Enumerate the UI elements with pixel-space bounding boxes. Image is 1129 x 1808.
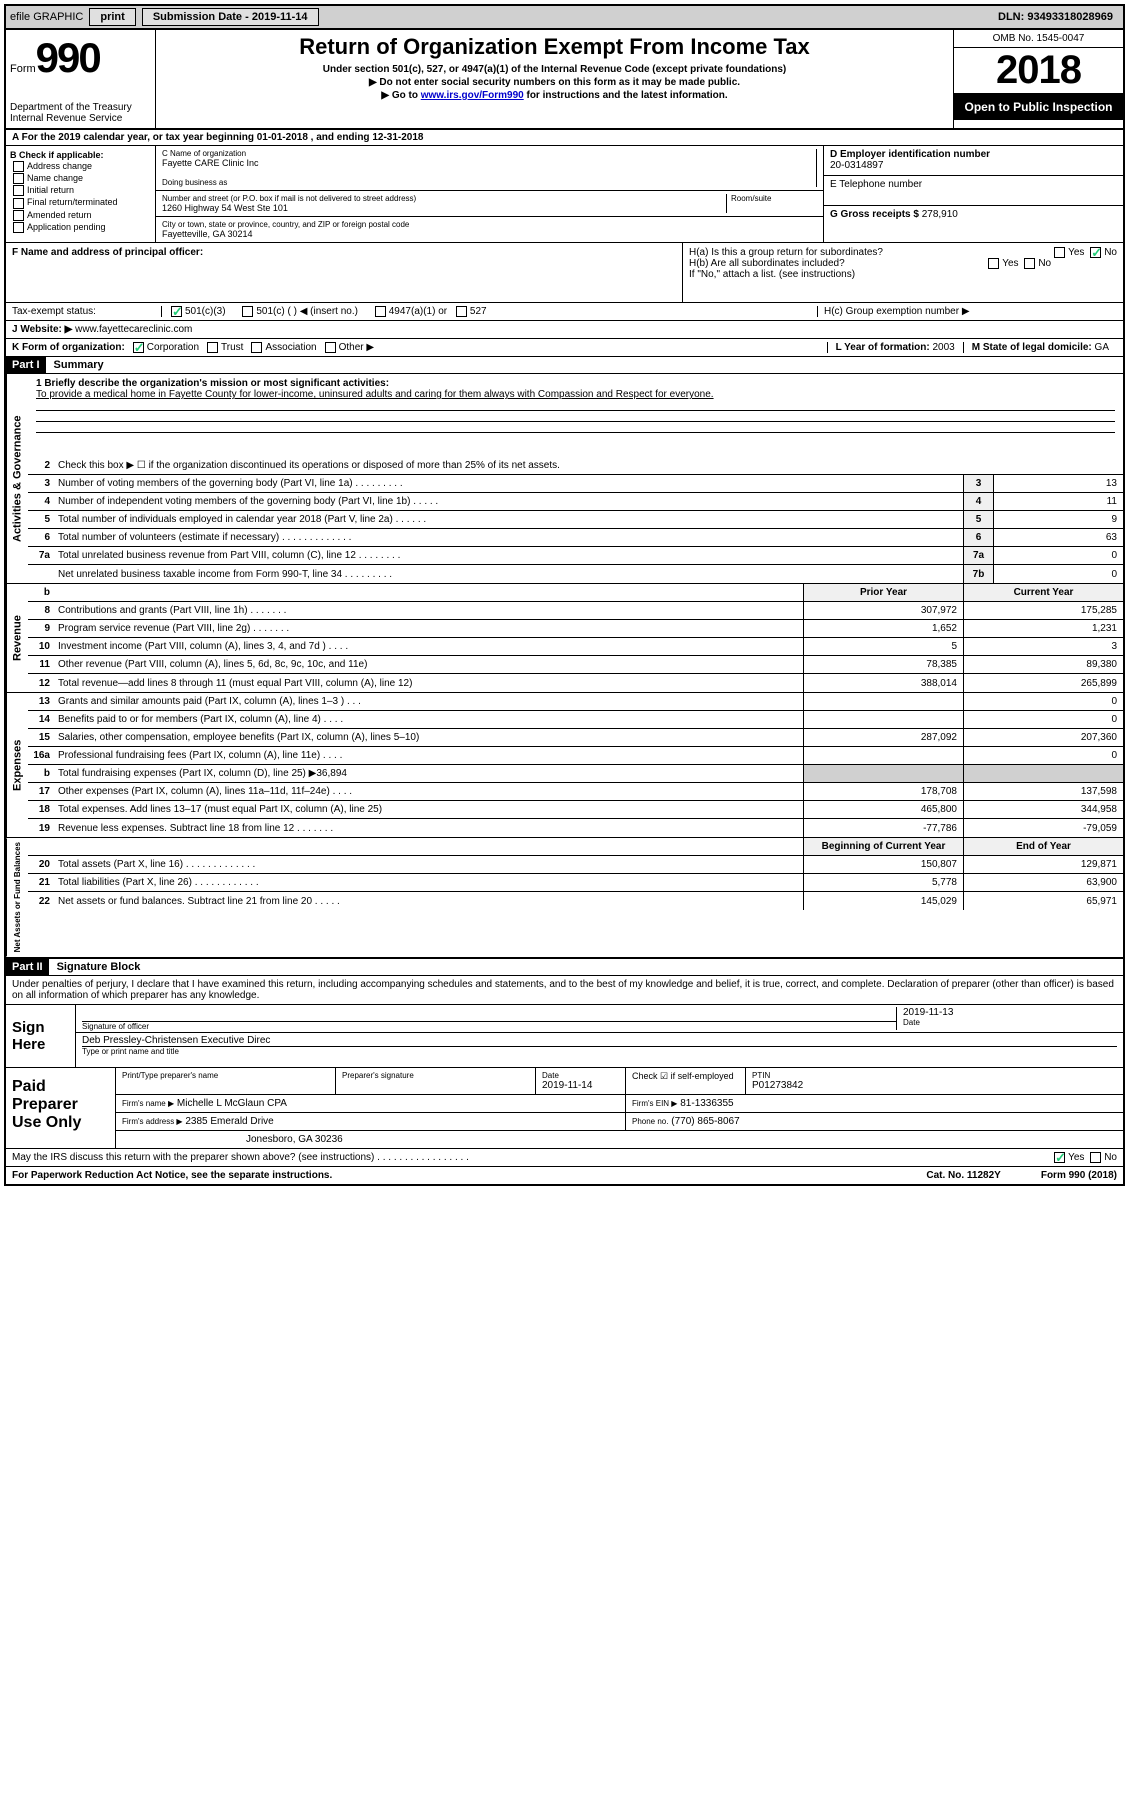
topbar: efile GRAPHIC print Submission Date - 20…: [6, 6, 1123, 30]
part1-badge: Part I: [6, 357, 46, 373]
table-row: 9Program service revenue (Part VIII, lin…: [28, 620, 1123, 638]
print-button[interactable]: print: [89, 8, 135, 26]
vlabel-rev: Revenue: [6, 584, 28, 692]
table-row: Net unrelated business taxable income fr…: [28, 565, 1123, 583]
table-row: 22Net assets or fund balances. Subtract …: [28, 892, 1123, 910]
part1-title: Summary: [46, 357, 112, 373]
vlabel-exp: Expenses: [6, 693, 28, 837]
discuss-row: May the IRS discuss this return with the…: [6, 1149, 1123, 1167]
section-f: F Name and address of principal officer:: [6, 243, 683, 302]
table-row: bTotal fundraising expenses (Part IX, co…: [28, 765, 1123, 783]
table-row: 17Other expenses (Part IX, column (A), l…: [28, 783, 1123, 801]
part2-badge: Part II: [6, 959, 49, 975]
vlabel-net: Net Assets or Fund Balances: [6, 838, 28, 956]
line-j: J Website: ▶ www.fayettecareclinic.com: [6, 321, 1123, 339]
header-right: OMB No. 1545-0047 2018 Open to Public In…: [953, 30, 1123, 128]
paid-preparer-label: Paid Preparer Use Only: [6, 1068, 116, 1148]
efile-label: efile GRAPHIC: [10, 11, 83, 23]
table-row: 21Total liabilities (Part X, line 26) . …: [28, 874, 1123, 892]
table-row: 8Contributions and grants (Part VIII, li…: [28, 602, 1123, 620]
table-row: 7aTotal unrelated business revenue from …: [28, 547, 1123, 565]
submission-date: Submission Date - 2019-11-14: [142, 8, 319, 26]
table-row: 18Total expenses. Add lines 13–17 (must …: [28, 801, 1123, 819]
dln: DLN: 93493318028969: [998, 11, 1113, 23]
header-title: Return of Organization Exempt From Incom…: [156, 30, 953, 128]
table-row: 5Total number of individuals employed in…: [28, 511, 1123, 529]
table-row: 3Number of voting members of the governi…: [28, 475, 1123, 493]
sign-here-label: Sign Here: [6, 1005, 76, 1067]
form990-link[interactable]: www.irs.gov/Form990: [421, 90, 524, 101]
section-d-e-g: D Employer identification number 20-0314…: [823, 146, 1123, 242]
mission-block: 1 Briefly describe the organization's mi…: [28, 374, 1123, 457]
table-row: 14Benefits paid to or for members (Part …: [28, 711, 1123, 729]
section-b: B Check if applicable: Address change Na…: [6, 146, 156, 242]
line-a: A For the 2019 calendar year, or tax yea…: [6, 130, 1123, 146]
table-row: 6Total number of volunteers (estimate if…: [28, 529, 1123, 547]
table-row: 20Total assets (Part X, line 16) . . . .…: [28, 856, 1123, 874]
line-k-l-m: K Form of organization: Corporation Trus…: [6, 339, 1123, 357]
declaration: Under penalties of perjury, I declare th…: [6, 976, 1123, 1004]
table-row: 15Salaries, other compensation, employee…: [28, 729, 1123, 747]
section-h: H(a) Is this a group return for subordin…: [683, 243, 1123, 302]
table-row: 4Number of independent voting members of…: [28, 493, 1123, 511]
tax-exempt-row: Tax-exempt status: 501(c)(3) 501(c) ( ) …: [6, 303, 1123, 321]
table-row: 10Investment income (Part VIII, column (…: [28, 638, 1123, 656]
table-row: 13Grants and similar amounts paid (Part …: [28, 693, 1123, 711]
table-row: 12Total revenue—add lines 8 through 11 (…: [28, 674, 1123, 692]
table-row: 16aProfessional fundraising fees (Part I…: [28, 747, 1123, 765]
footer: For Paperwork Reduction Act Notice, see …: [6, 1167, 1123, 1184]
vlabel-gov: Activities & Governance: [6, 374, 28, 583]
section-c: C Name of organization Fayette CARE Clin…: [156, 146, 823, 242]
header-left: Form990 Department of the Treasury Inter…: [6, 30, 156, 128]
table-row: 19Revenue less expenses. Subtract line 1…: [28, 819, 1123, 837]
part2-title: Signature Block: [49, 959, 149, 975]
table-row: 11Other revenue (Part VIII, column (A), …: [28, 656, 1123, 674]
